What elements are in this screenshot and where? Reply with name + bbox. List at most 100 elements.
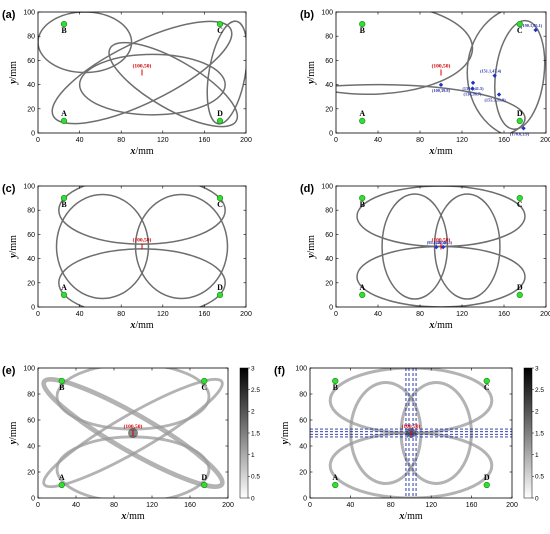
y-axis-label: y/mm [8, 235, 19, 259]
colorbar-tick-label: 1.5 [535, 430, 544, 437]
chart-panel: (100,50)AB CD0 40 80 120 160 200020406080100x/… [2, 9, 252, 157]
ellipse-1 [336, 12, 474, 96]
y-tick-label: 20 [27, 106, 35, 113]
y-tick-label: 0 [31, 131, 35, 138]
ellipse-4 [134, 193, 229, 300]
x-tick-label: 160 [199, 311, 211, 318]
receiver-a-label: A [61, 109, 67, 118]
ellipse-3 [381, 193, 449, 300]
y-tick-label: 100 [295, 366, 307, 373]
intersection-label: (155.3,31.8) [485, 98, 507, 103]
x-tick-label: 160 [466, 502, 478, 509]
receiver-d-label: D [217, 109, 223, 118]
ellipse-4 [466, 12, 503, 133]
intersection-label: (130,36.7) [464, 92, 482, 97]
x-tick-label: 0 [308, 502, 312, 509]
x-axis-label: x/mm [428, 320, 453, 331]
intersection-point [496, 92, 502, 97]
y-tick-label: 100 [23, 366, 35, 373]
ellipse-4 [399, 380, 473, 486]
x-tick-label: 200 [240, 311, 252, 318]
x-tick-label: 200 [506, 502, 518, 509]
panel-label: (e) [2, 365, 16, 377]
receiver-a-label: A [359, 109, 365, 118]
x-tick-label: 40 [76, 137, 84, 144]
y-tick-label: 20 [299, 470, 307, 477]
y-tick-label: 0 [31, 305, 35, 312]
receiver-d-label: D [217, 283, 223, 292]
x-tick-label: 80 [117, 311, 125, 318]
y-tick-label: 20 [27, 470, 35, 477]
receiver-b-label: B [59, 383, 65, 392]
x-tick-label: 0 [334, 137, 338, 144]
receiver-b-marker [60, 21, 68, 28]
chart-panel: (100,50)AB CD0 40 80 120 160 200020406080100x/… [2, 183, 252, 331]
colorbar-tick-label: 3 [251, 365, 255, 372]
colorbar-tick-label: 1 [535, 452, 539, 459]
source-label: (100,50) [133, 237, 152, 244]
y-tick-label: 20 [325, 280, 333, 287]
receiver-c-label: C [484, 383, 490, 392]
source-label: (100,50) [402, 423, 421, 430]
y-axis-label: y/mm [280, 421, 291, 445]
x-tick-label: 120 [425, 502, 437, 509]
ellipse-2 [78, 53, 226, 116]
ellipse-3 [494, 19, 546, 130]
panel-label: (a) [2, 9, 16, 21]
x-axis-label: x/mm [129, 320, 154, 331]
y-tick-label: 40 [325, 82, 333, 89]
colorbar-tick-label: 2.5 [535, 387, 544, 394]
x-tick-label: 40 [347, 502, 355, 509]
y-tick-label: 80 [27, 34, 35, 41]
y-axis-label: y/mm [306, 235, 317, 259]
x-tick-label: 160 [498, 137, 510, 144]
receiver-d-marker [216, 117, 224, 124]
receiver-b-label: B [360, 200, 366, 209]
x-axis-label: x/mm [120, 511, 145, 522]
plot-frame [37, 185, 247, 308]
receiver-d-marker [516, 117, 523, 124]
colorbar [523, 367, 533, 499]
x-tick-label: 40 [374, 311, 382, 318]
receiver-c-marker [516, 195, 523, 202]
ellipse-4 [433, 193, 501, 300]
plot-contents [41, 368, 225, 498]
y-tick-label: 100 [321, 10, 333, 17]
colorbar-tick-label: 0.5 [535, 474, 544, 481]
colorbar-tick-label: 3 [535, 365, 539, 372]
y-tick-label: 40 [299, 444, 307, 451]
receiver-c-marker [201, 377, 208, 385]
x-tick-label: 0 [334, 311, 338, 318]
y-tick-label: 20 [27, 280, 35, 287]
plot-contents [336, 12, 546, 133]
receiver-d-marker [516, 291, 523, 299]
x-tick-label: 120 [157, 311, 169, 318]
plot-frame [37, 11, 247, 134]
intersection-label: (100,39.8) [432, 88, 450, 93]
ellipse-2 [336, 83, 526, 133]
intersection-point [521, 126, 526, 131]
colorbar [239, 367, 249, 499]
chart-panel: (100,39.8)(130.5,41.5)(130,36.7)(151.1,4… [300, 9, 550, 157]
y-tick-label: 40 [27, 444, 35, 451]
receiver-d-label: D [484, 473, 490, 482]
receiver-d-label: D [201, 473, 207, 482]
y-tick-label: 40 [27, 82, 35, 89]
x-tick-label: 160 [498, 311, 510, 318]
y-axis-label: y/mm [8, 421, 19, 445]
panel-label: (d) [300, 183, 314, 195]
intersection-label: (178.6,3.9) [510, 131, 530, 136]
x-tick-label: 40 [76, 311, 84, 318]
intersection-point [533, 27, 538, 33]
receiver-d-marker [201, 481, 208, 489]
plot-frame [335, 11, 547, 134]
x-axis-label: x/mm [428, 146, 453, 157]
x-tick-label: 40 [72, 502, 80, 509]
intersection-label: (190.1,85.1) [521, 23, 543, 28]
chart-panel: (100,50)AB CD0 40 80 120 160 200020406080100x/… [2, 365, 260, 522]
intersection-point [440, 244, 446, 250]
y-tick-label: 100 [23, 10, 35, 17]
y-tick-label: 80 [325, 34, 333, 41]
receiver-c-label: C [217, 200, 223, 209]
receiver-c-label: C [201, 383, 207, 392]
